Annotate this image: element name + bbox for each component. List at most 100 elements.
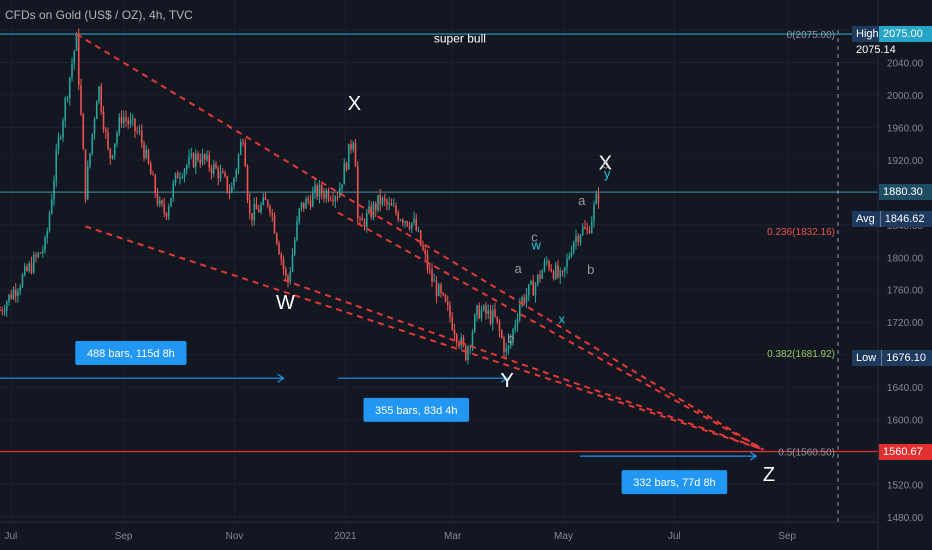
candle-body <box>273 214 276 234</box>
candle-body <box>464 345 467 360</box>
candle-body <box>392 205 395 207</box>
price-tag: Avg 1846.62 <box>852 211 932 228</box>
candle-body <box>417 230 420 232</box>
candle-body <box>73 50 76 65</box>
candle-body <box>433 280 436 282</box>
candle-body <box>487 310 490 314</box>
candle-body <box>138 130 141 132</box>
candle-body <box>80 85 82 115</box>
candle-body <box>536 274 539 285</box>
candle-body <box>338 188 341 197</box>
x-tick-label: Sep <box>115 531 133 542</box>
candle-body <box>253 203 256 221</box>
candle-body <box>458 342 460 346</box>
candle-body <box>203 154 206 160</box>
candle-body <box>127 120 130 124</box>
wave-label: b <box>587 262 594 277</box>
candle-body <box>368 206 370 213</box>
candle-body <box>305 198 307 209</box>
wave-label: a <box>578 193 586 208</box>
candle-body <box>147 149 150 164</box>
candle-body <box>289 271 292 282</box>
candle-body <box>471 332 474 347</box>
range-label: 332 bars, 77d 8h <box>633 477 716 489</box>
candle-body <box>296 221 298 241</box>
candle-body <box>419 230 422 246</box>
candle-body <box>23 266 26 275</box>
candle-body <box>217 168 220 179</box>
trendline <box>337 211 764 451</box>
candle-body <box>309 200 312 207</box>
candle-body <box>527 284 530 296</box>
candle-body <box>559 270 562 277</box>
candle-body <box>125 117 127 121</box>
candle-body <box>541 270 544 279</box>
candle-body <box>246 166 249 201</box>
candle-body <box>5 302 8 312</box>
candle-body <box>154 174 157 194</box>
candle-body <box>39 252 42 254</box>
candle-body <box>449 305 451 318</box>
candle-body <box>44 237 46 251</box>
candle-body <box>343 162 346 185</box>
candle-body <box>215 164 217 169</box>
candle-body <box>302 202 305 209</box>
y-tick-label: 1960.00 <box>887 123 924 134</box>
candle-body <box>363 220 366 228</box>
wave-label: W <box>276 292 295 314</box>
candle-body <box>46 230 49 238</box>
candle-body <box>404 221 406 223</box>
candle-body <box>534 284 537 296</box>
candle-body <box>107 132 109 149</box>
candle-body <box>453 329 456 335</box>
wave-label: X <box>599 152 612 174</box>
range-label-box <box>363 397 470 422</box>
candle-body <box>300 202 303 209</box>
candle-body <box>467 347 469 360</box>
candle-body <box>233 177 235 187</box>
wave-label: w <box>531 238 542 253</box>
y-tick-label: 1480.00 <box>887 513 924 524</box>
candle-body <box>89 153 91 167</box>
candle-body <box>563 267 566 272</box>
candle-body <box>278 242 280 255</box>
candle-body <box>140 130 143 144</box>
candle-body <box>462 337 465 346</box>
candle-body <box>221 171 224 173</box>
price-tag: 1880.30 <box>879 184 932 201</box>
candle-body <box>422 245 424 250</box>
candle-body <box>91 133 94 154</box>
candle-body <box>568 256 571 259</box>
candle-body <box>386 200 388 205</box>
y-tick-label: 1920.00 <box>887 156 924 167</box>
candle-body <box>473 315 476 333</box>
y-tick-label: 1760.00 <box>887 286 924 297</box>
candle-body <box>577 236 580 243</box>
candle-body <box>118 116 121 134</box>
candle-body <box>19 286 22 292</box>
candle-body <box>167 206 170 217</box>
candle-body <box>332 199 334 202</box>
price-tag-value: 2075.14 <box>856 43 896 56</box>
candle-body <box>307 198 310 201</box>
candle-body <box>165 213 168 217</box>
candle-body <box>512 329 514 340</box>
candle-body <box>320 185 323 194</box>
candle-body <box>334 196 337 202</box>
candle-body <box>239 142 242 155</box>
candle-body <box>291 254 294 272</box>
candle-body <box>32 255 35 273</box>
fib-level-label: 0.382(1681.92) <box>767 349 835 360</box>
candle-body <box>581 226 584 235</box>
range-label: 488 bars, 115d 8h <box>87 348 175 360</box>
trendline <box>283 279 764 451</box>
price-tag-label: Avg <box>856 211 881 228</box>
wave-label: Z <box>763 464 775 486</box>
wave-label: X <box>348 93 361 115</box>
range-arrowhead <box>277 373 285 383</box>
candle-body <box>84 149 87 200</box>
candle-body <box>455 334 458 343</box>
candle-body <box>100 86 103 112</box>
candle-body <box>494 309 496 317</box>
